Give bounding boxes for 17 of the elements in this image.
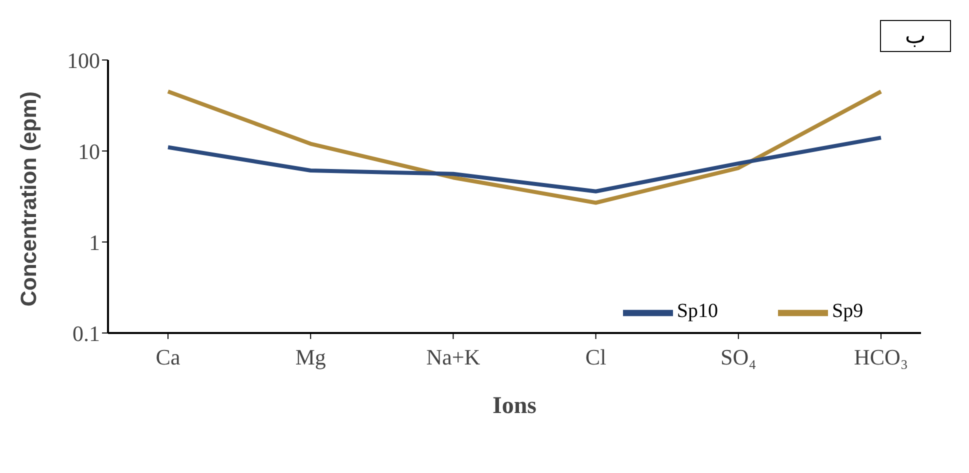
line-series — [166, 136, 883, 194]
text: ب — [880, 20, 951, 52]
x-tick-label: Na+K — [426, 344, 480, 370]
y-tick-label: 10 — [78, 138, 100, 164]
x-tick-label: HCO₃ — [854, 344, 908, 370]
x-axis-title: Ions — [492, 393, 537, 419]
y-tick-label: 1 — [89, 230, 100, 255]
x-tick-label: Ca — [156, 344, 180, 370]
x-tick-label: Cl — [585, 344, 606, 370]
x-tick-label: SO₄ — [720, 344, 756, 370]
line-series — [166, 90, 883, 205]
y-tick-label: 0.1 — [72, 320, 100, 346]
y-axis-title: Concentration (epm) — [16, 91, 41, 306]
x-tick-label: Mg — [295, 344, 326, 370]
legend-label: Sp10 — [676, 300, 718, 322]
legend-label: Sp9 — [832, 300, 864, 322]
y-tick-label: 100 — [67, 48, 100, 73]
